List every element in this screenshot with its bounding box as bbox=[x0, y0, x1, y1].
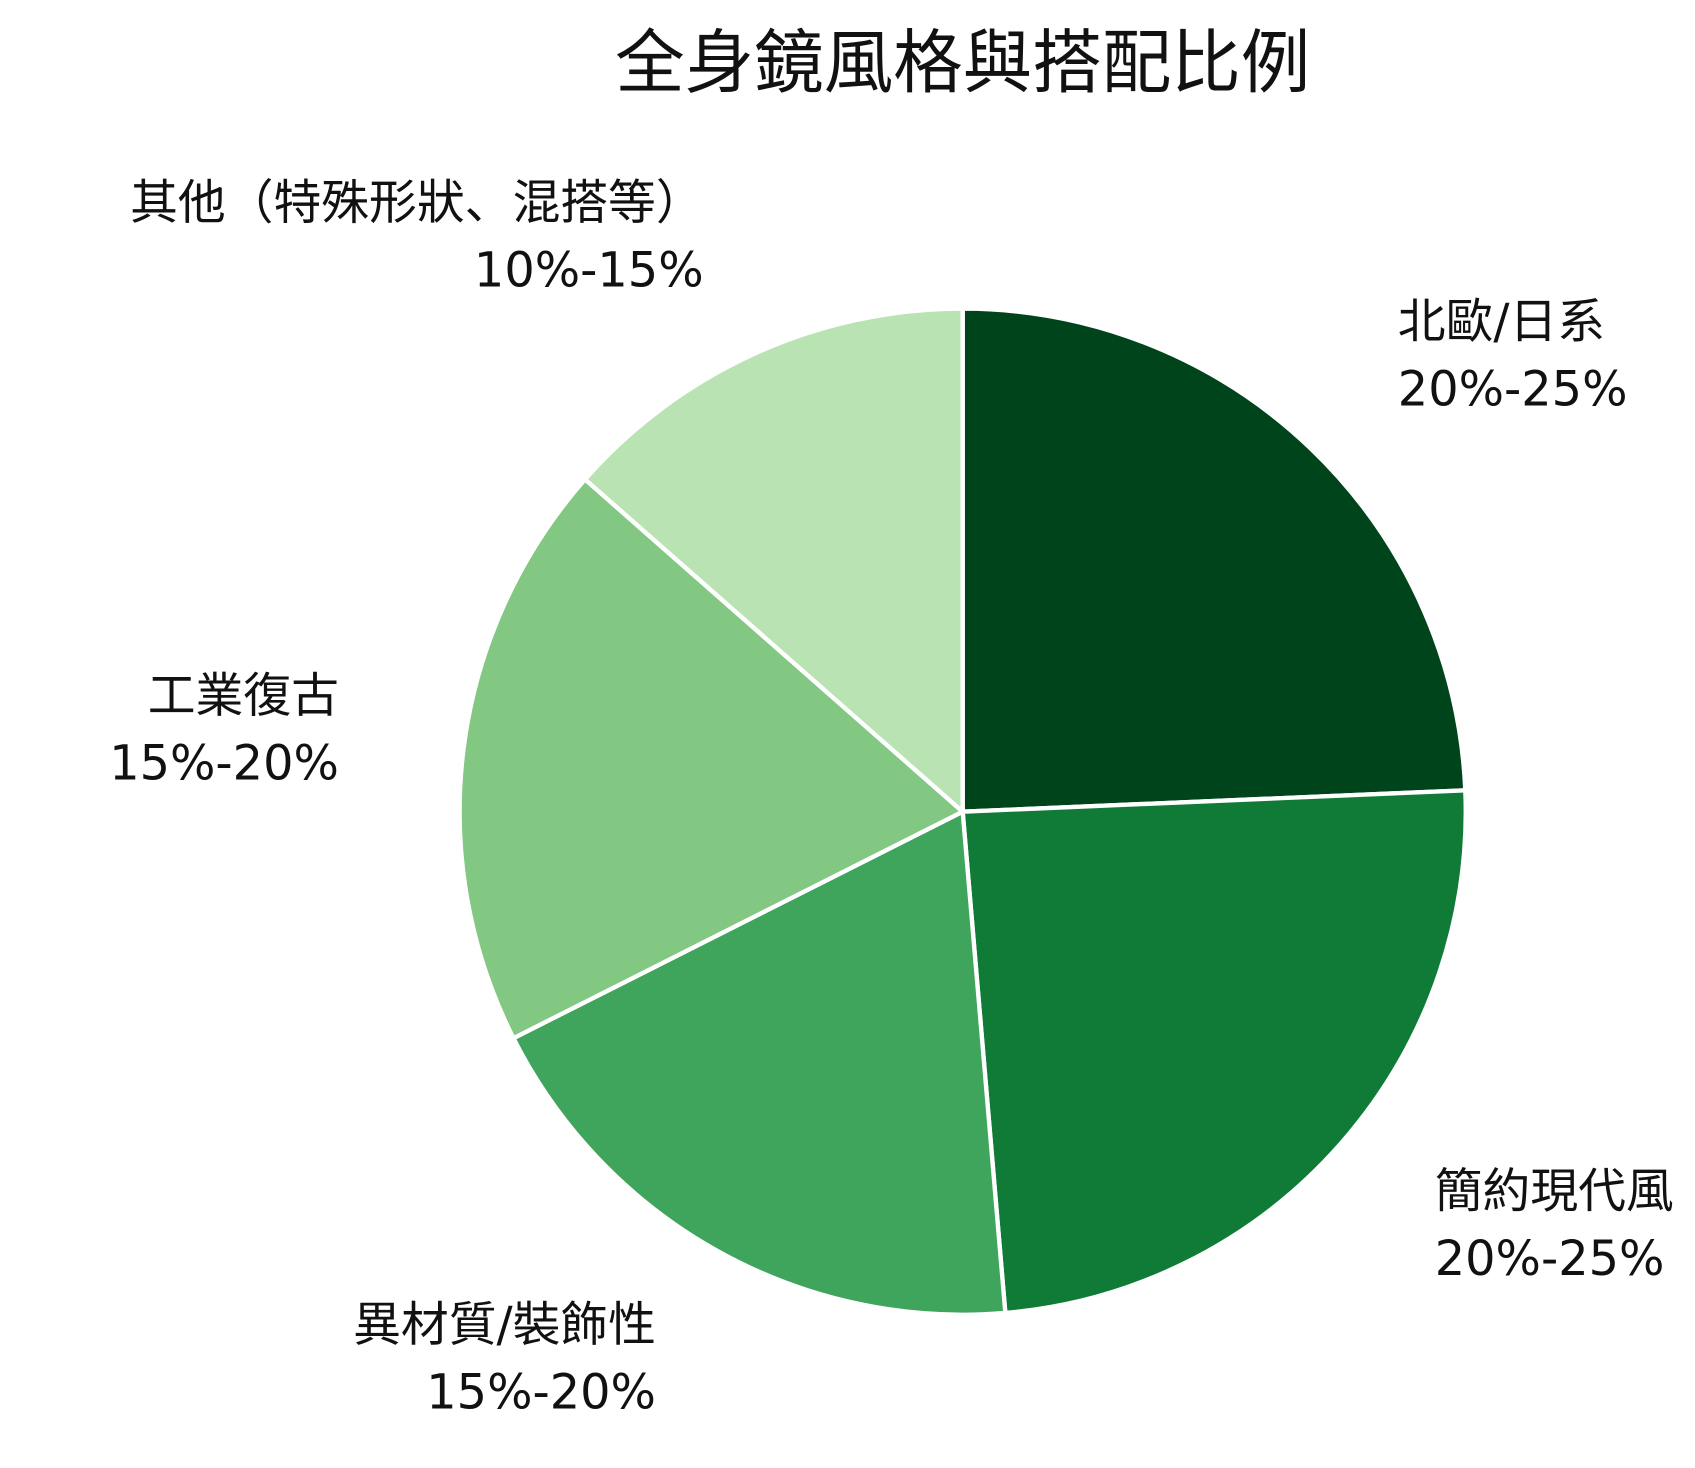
slice-value-label: 15%-20% bbox=[109, 737, 339, 792]
slice-value-label: 15%-20% bbox=[426, 1365, 656, 1420]
slice-label: 工業復古 bbox=[148, 669, 339, 724]
slice-value-label: 10%-15% bbox=[474, 243, 704, 298]
pie-slice bbox=[960, 306, 1468, 814]
pie-slice bbox=[457, 476, 967, 1042]
pie-slice bbox=[581, 306, 965, 817]
chart-title: 全身鏡風格與搭配比例 bbox=[615, 22, 1310, 103]
pie-slice bbox=[960, 788, 1468, 1316]
slice-value-label: 20%-25% bbox=[1398, 362, 1628, 417]
slice-label: 北歐/日系 bbox=[1398, 295, 1605, 350]
slice-value-label: 20%-25% bbox=[1435, 1232, 1665, 1287]
slice-label: 異材質/裝飾性 bbox=[353, 1298, 656, 1353]
slice-label: 簡約現代風 bbox=[1435, 1165, 1674, 1220]
slice-label: 其他（特殊形狀、混搭等） bbox=[130, 176, 704, 231]
pie-slice bbox=[510, 808, 1008, 1317]
